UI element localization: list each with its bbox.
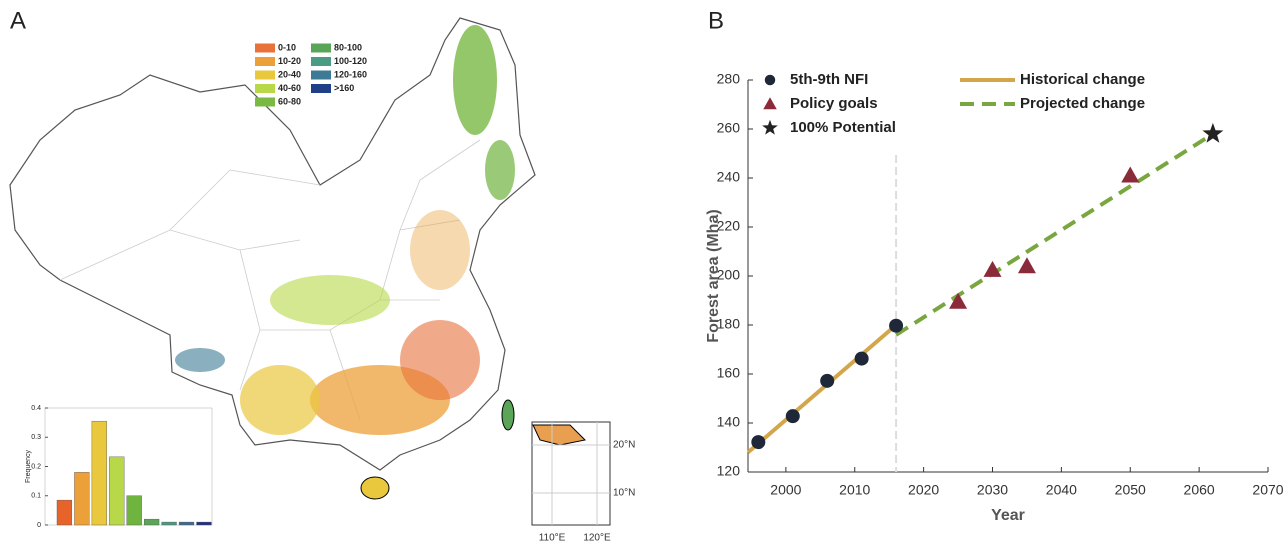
forest-patch xyxy=(485,140,515,200)
legend-swatch xyxy=(311,44,331,53)
legend-swatch xyxy=(255,57,275,66)
legend-swatch xyxy=(311,57,331,66)
legend-label: 10-20 xyxy=(278,56,301,66)
bar xyxy=(144,519,159,525)
legend-swatch xyxy=(255,84,275,93)
legend-swatch xyxy=(255,44,275,53)
inset-lat: 20°N xyxy=(613,440,635,451)
legend-marker xyxy=(765,75,776,86)
legend-label: 80-100 xyxy=(334,42,362,52)
bar xyxy=(57,500,72,525)
point xyxy=(949,293,967,309)
point xyxy=(751,435,765,449)
forest-patch xyxy=(453,25,497,135)
bar xyxy=(127,496,142,525)
y-tick-label: 240 xyxy=(717,169,741,185)
x-tick-label: 2000 xyxy=(770,482,801,498)
y-tick-label: 0.3 xyxy=(31,434,41,441)
legend-swatch xyxy=(311,84,331,93)
y-tick-label: 0 xyxy=(37,522,41,529)
legend-swatch xyxy=(255,98,275,107)
y-tick-label: 0.2 xyxy=(31,463,41,470)
legend-label: 40-60 xyxy=(278,83,301,93)
y-tick-label: 0.1 xyxy=(31,493,41,500)
y-axis-label: Frequency xyxy=(25,449,32,483)
panel-label: B xyxy=(708,7,724,34)
island xyxy=(502,400,514,430)
legend-label: 5th-9th NFI xyxy=(790,71,868,88)
bar xyxy=(74,472,89,525)
legend-label: Historical change xyxy=(1020,71,1145,88)
legend-label: Projected change xyxy=(1020,95,1145,112)
legend-swatch xyxy=(311,71,331,80)
legend-label: 60-80 xyxy=(278,96,301,106)
panel-label: A xyxy=(10,7,26,34)
series-line xyxy=(896,134,1213,335)
legend-label: 20-40 xyxy=(278,69,301,79)
bar xyxy=(162,522,177,525)
point xyxy=(855,352,869,366)
x-tick-label: 2030 xyxy=(977,482,1008,498)
legend-label: 0-10 xyxy=(278,42,296,52)
legend-marker xyxy=(762,120,778,135)
y-tick-label: 280 xyxy=(717,71,741,87)
x-axis-label: Year xyxy=(991,507,1025,524)
series-line xyxy=(748,325,896,452)
figure: A B 20°N 10°N 110°E 120°E 0-10 10-20 20-40… xyxy=(0,0,1287,548)
bar xyxy=(197,522,212,525)
legend-label: 120-160 xyxy=(334,69,367,79)
point xyxy=(889,319,903,333)
island xyxy=(361,477,389,499)
legend-label: 100% Potential xyxy=(790,119,896,136)
y-tick-label: 140 xyxy=(717,414,741,430)
legend-swatch xyxy=(255,71,275,80)
y-tick-label: 260 xyxy=(717,120,741,136)
inset-lon: 110°E xyxy=(539,533,566,544)
inset-lon: 120°E xyxy=(583,533,611,544)
point xyxy=(1018,257,1036,273)
x-tick-label: 2060 xyxy=(1184,482,1215,498)
point xyxy=(820,374,834,388)
x-tick-label: 2010 xyxy=(839,482,870,498)
bar xyxy=(109,457,124,525)
y-tick-label: 160 xyxy=(717,365,741,381)
bar xyxy=(92,421,107,525)
legend-marker xyxy=(763,97,777,109)
point xyxy=(1121,167,1139,183)
forest-patch xyxy=(400,320,480,400)
legend-label: >160 xyxy=(334,83,354,93)
x-tick-label: 2040 xyxy=(1046,482,1077,498)
legend-label: 100-120 xyxy=(334,56,367,66)
x-tick-label: 2070 xyxy=(1252,482,1283,498)
forest-patch xyxy=(270,275,390,325)
y-axis-label: Forest area (Mha) xyxy=(705,209,722,342)
x-tick-label: 2050 xyxy=(1115,482,1146,498)
point xyxy=(786,409,800,423)
y-tick-label: 0.4 xyxy=(31,405,41,412)
inset-lat: 10°N xyxy=(613,488,635,499)
forest-patch xyxy=(240,365,320,435)
y-tick-label: 120 xyxy=(717,463,741,479)
bar xyxy=(179,522,194,525)
forest-patch xyxy=(175,348,225,372)
x-tick-label: 2020 xyxy=(908,482,939,498)
legend-label: Policy goals xyxy=(790,95,878,112)
forest-patch xyxy=(410,210,470,290)
